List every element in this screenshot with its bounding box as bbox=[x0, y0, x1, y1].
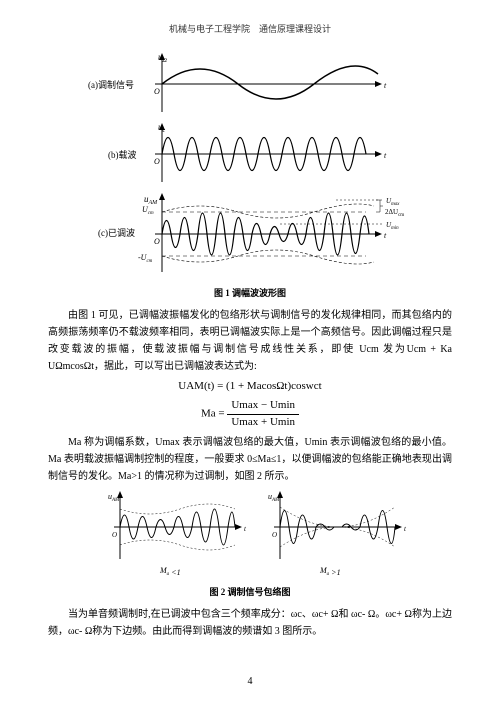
umin-label: Umin bbox=[386, 221, 399, 231]
row-c-label: (c)已调波 bbox=[98, 227, 135, 238]
axis-x-left: t bbox=[244, 525, 247, 533]
figure-1: (a)调制信号 uΩ O t (b)载波 uc O t bbox=[48, 50, 452, 299]
ucm-neg: -Ucm bbox=[138, 253, 153, 264]
axis-x-c: t bbox=[384, 231, 387, 240]
row-a-label: (a)调制信号 bbox=[88, 79, 134, 90]
origin-b: O bbox=[154, 157, 160, 166]
origin-right: O bbox=[272, 531, 277, 539]
ucm-pos: Ucm bbox=[142, 205, 154, 216]
figure-1-svg: (a)调制信号 uΩ O t (b)载波 uc O t bbox=[80, 50, 420, 280]
origin-left: O bbox=[112, 531, 117, 539]
figure-2: uAM O t Ma <1 uAM O bbox=[48, 489, 452, 598]
figure-2-svg: uAM O t Ma <1 uAM O bbox=[90, 489, 410, 579]
origin-c: O bbox=[154, 237, 160, 246]
paragraph-1: 由图 1 可见，已调幅波振幅发化的包络形状与调制信号的发化规律相同，而其包络内的… bbox=[48, 307, 452, 375]
paragraph-2: Ma 称为调幅系数，Umax 表示调幅波包络的最大值，Umin 表示调幅波包络的… bbox=[48, 434, 452, 485]
axis-x-a: t bbox=[384, 81, 387, 90]
formula-2: Ma = Umax − Umin Umax + Umin bbox=[48, 398, 452, 430]
page-number: 4 bbox=[0, 676, 500, 687]
axis-x-right: t bbox=[404, 525, 407, 533]
paragraph-3: 当为单音频调制时,在已调波中包含三个频率成分：ωc、ωc+ Ω和 ωc- Ω。ω… bbox=[48, 606, 452, 640]
page-header: 机械与电子工程学院 通信原理课程设计 bbox=[0, 0, 500, 35]
formula-1: UAM(t) = (1 + MacosΩt)coswct bbox=[48, 379, 452, 394]
ma-gt-1: Ma >1 bbox=[319, 566, 341, 577]
row-b-label: (b)载波 bbox=[108, 149, 137, 160]
axis-x-b: t bbox=[384, 151, 387, 160]
figure-1-caption: 图 1 调幅波波形图 bbox=[48, 286, 452, 299]
origin-a: O bbox=[154, 87, 160, 96]
main-content: (a)调制信号 uΩ O t (b)载波 uc O t bbox=[0, 35, 500, 640]
ma-lt-1: Ma <1 bbox=[159, 566, 181, 577]
umax-label: Umax bbox=[386, 197, 400, 207]
figure-2-caption: 图 2 调制信号包络图 bbox=[48, 585, 452, 598]
delta-label: 2ΔUcm bbox=[385, 208, 404, 218]
